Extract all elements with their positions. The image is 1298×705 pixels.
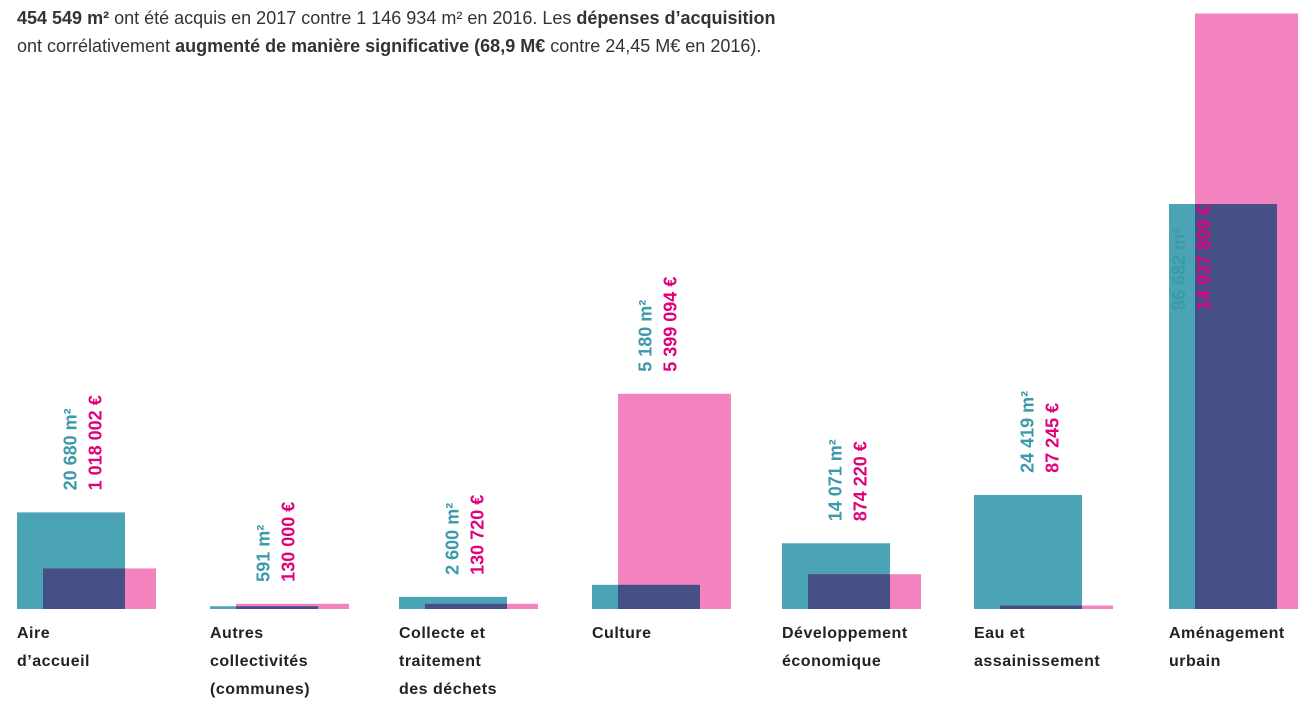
cost-bar: [618, 393, 731, 609]
intro-segment: contre 24,45 M€ en 2016).: [545, 36, 762, 56]
intro-text: 454 549 m² ont été acquis en 2017 contre…: [17, 4, 775, 60]
value-label: 591 m²: [254, 525, 274, 582]
value-label: 130 000 €: [279, 502, 299, 582]
overlap-bar: [618, 584, 700, 609]
overlap-bar: [43, 568, 125, 609]
value-label: 874 220 €: [851, 441, 871, 521]
overlap-bar: [808, 574, 890, 609]
overlap-bar: [1195, 204, 1277, 609]
category-label: Aménagement urbain: [1169, 625, 1285, 670]
intro-segment: ont corrélativement: [17, 36, 176, 56]
value-label: 5 180 m²: [636, 300, 656, 372]
category-label: Aire d’accueil: [17, 625, 90, 670]
intro-line: 454 549 m² ont été acquis en 2017 contre…: [17, 4, 775, 32]
category-label: Eau et assainissement: [974, 625, 1101, 670]
value-label: 14 071 m²: [826, 439, 846, 521]
value-label: 2 600 m²: [443, 503, 463, 575]
overlap-bar: [236, 606, 318, 609]
value-label: 87 245 €: [1043, 403, 1063, 473]
intro-segment: 454 549 m²: [17, 8, 110, 28]
value-label: 1 018 002 €: [86, 395, 106, 490]
category-label: Culture: [592, 625, 652, 642]
value-label: 20 680 m²: [61, 408, 81, 490]
overlap-bar: [1000, 605, 1082, 609]
value-label: 130 720 €: [468, 495, 488, 575]
intro-segment: dépenses d’acquisition: [576, 8, 776, 28]
value-label: 24 419 m²: [1018, 391, 1038, 473]
value-label: 5 399 094 €: [661, 277, 681, 372]
intro-line: ont corrélativement augmenté de manière …: [17, 32, 775, 60]
intro-segment: ont été acquis en 2017 contre 1 146 934 …: [109, 8, 577, 28]
value-label: 86 682 m²: [1169, 228, 1189, 310]
area-bar: [974, 494, 1082, 609]
overlap-bar: [425, 603, 507, 609]
category-label: Développement économique: [782, 625, 908, 670]
value-label: 14 937 809 €: [1194, 205, 1214, 310]
category-label: Collecte et traitement des déchets: [399, 625, 497, 698]
category-label: Autres collectivités (communes): [210, 625, 311, 698]
intro-segment: augmenté de manière significative (68,9 …: [175, 36, 546, 56]
